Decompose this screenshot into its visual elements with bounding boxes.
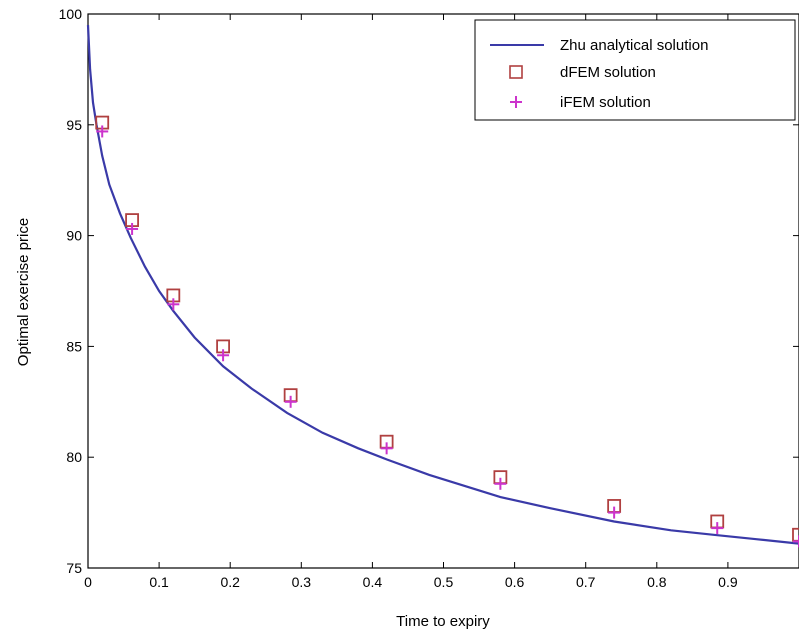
ifem-point xyxy=(380,442,393,455)
y-axis-label: Optimal exercise price xyxy=(15,218,32,366)
y-tick-label: 95 xyxy=(66,117,82,133)
legend-label-dfem: dFEM solution xyxy=(560,64,656,81)
ifem-point xyxy=(608,506,621,519)
y-tick-label: 90 xyxy=(66,228,82,244)
ifem-point xyxy=(793,535,799,548)
x-tick-label: 0.5 xyxy=(434,574,454,590)
x-tick-label: 0.3 xyxy=(292,574,312,590)
legend-label-zhu: Zhu analytical solution xyxy=(560,37,708,54)
x-tick-label: 0.4 xyxy=(363,574,383,590)
legend-box xyxy=(474,19,796,121)
ifem-point xyxy=(167,298,180,311)
x-axis-label: Time to expiry xyxy=(396,613,490,630)
series-layer xyxy=(86,25,799,548)
series-line-zhu-analytical xyxy=(86,25,799,545)
y-axis-ticks: 75 80 85 90 95 100 xyxy=(59,6,799,576)
y-tick-label: 85 xyxy=(66,338,82,354)
x-axis-ticks: 0 0.1 0.2 0.3 0.4 0.5 0.6 0.7 0.8 0.9 xyxy=(84,14,738,590)
y-tick-label: 100 xyxy=(59,6,83,22)
legend-plus-swatch xyxy=(510,96,522,108)
x-tick-label: 0.2 xyxy=(220,574,240,590)
x-tick-label: 0.8 xyxy=(647,574,667,590)
x-tick-label: 0.6 xyxy=(505,574,525,590)
legend-label-ifem: iFEM solution xyxy=(560,94,651,111)
y-tick-label: 80 xyxy=(66,449,82,465)
y-tick-label: 75 xyxy=(66,560,82,576)
dfem-point xyxy=(792,527,799,542)
legend-square-swatch xyxy=(509,65,523,79)
ifem-point xyxy=(284,395,297,408)
x-tick-label: 0.7 xyxy=(576,574,596,590)
ifem-point xyxy=(494,477,507,490)
ifem-point xyxy=(126,222,139,235)
x-tick-label: 0.9 xyxy=(718,574,738,590)
x-tick-label: 0 xyxy=(84,574,92,590)
legend: Zhu analytical solution dFEM solution iF… xyxy=(474,19,796,121)
ifem-point xyxy=(96,125,109,138)
ifem-point xyxy=(711,522,724,535)
x-tick-label: 0.1 xyxy=(149,574,169,590)
ifem-point xyxy=(217,349,230,362)
